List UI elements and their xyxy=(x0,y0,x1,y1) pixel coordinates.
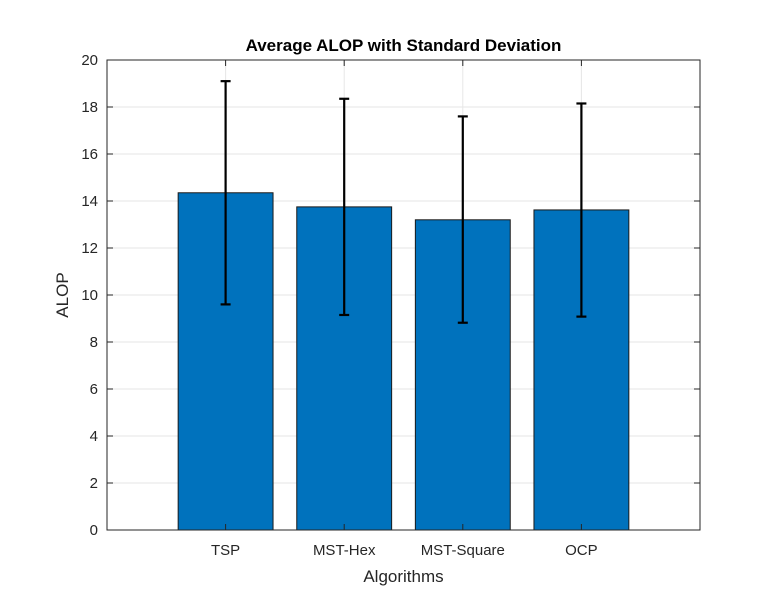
y-tick-label: 10 xyxy=(81,287,98,304)
error-bar-tsp xyxy=(220,80,231,306)
y-tick-label: 14 xyxy=(81,193,98,210)
y-tick-label: 4 xyxy=(90,428,98,445)
y-axis-label: ALOP xyxy=(53,272,72,317)
x-tick-label: TSP xyxy=(211,542,240,559)
x-tick-label: OCP xyxy=(565,542,598,559)
y-tick-label: 18 xyxy=(81,99,98,116)
y-tick-label: 6 xyxy=(90,381,98,398)
y-axis-ticks: 0 2 4 6 8 10 12 14 16 18 20 xyxy=(81,52,700,539)
y-tick-label: 16 xyxy=(81,146,98,163)
error-bar-mst-hex xyxy=(339,97,350,317)
y-tick-label: 2 xyxy=(90,475,98,492)
y-tick-label: 20 xyxy=(81,52,98,69)
x-tick-label: MST-Hex xyxy=(313,542,376,559)
x-axis-label: Algorithms xyxy=(363,567,443,586)
bars xyxy=(177,192,630,531)
y-tick-label: 12 xyxy=(81,240,98,257)
x-tick-label: MST-Square xyxy=(421,542,505,559)
chart-title: Average ALOP with Standard Deviation xyxy=(246,36,562,55)
error-bar-ocp xyxy=(576,102,587,318)
y-tick-label: 0 xyxy=(90,522,98,539)
error-bars xyxy=(220,80,587,324)
y-tick-label: 8 xyxy=(90,334,98,351)
error-bar-mst-square xyxy=(457,115,468,324)
x-axis-ticks: TSP MST-Hex MST-Square OCP xyxy=(211,60,598,559)
